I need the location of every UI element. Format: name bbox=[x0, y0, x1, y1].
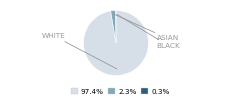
Wedge shape bbox=[111, 10, 116, 43]
Wedge shape bbox=[115, 10, 116, 43]
Legend: 97.4%, 2.3%, 0.3%: 97.4%, 2.3%, 0.3% bbox=[70, 88, 170, 95]
Text: ASIAN: ASIAN bbox=[114, 14, 179, 41]
Wedge shape bbox=[84, 10, 149, 76]
Text: BLACK: BLACK bbox=[117, 14, 180, 49]
Text: WHITE: WHITE bbox=[42, 33, 117, 69]
